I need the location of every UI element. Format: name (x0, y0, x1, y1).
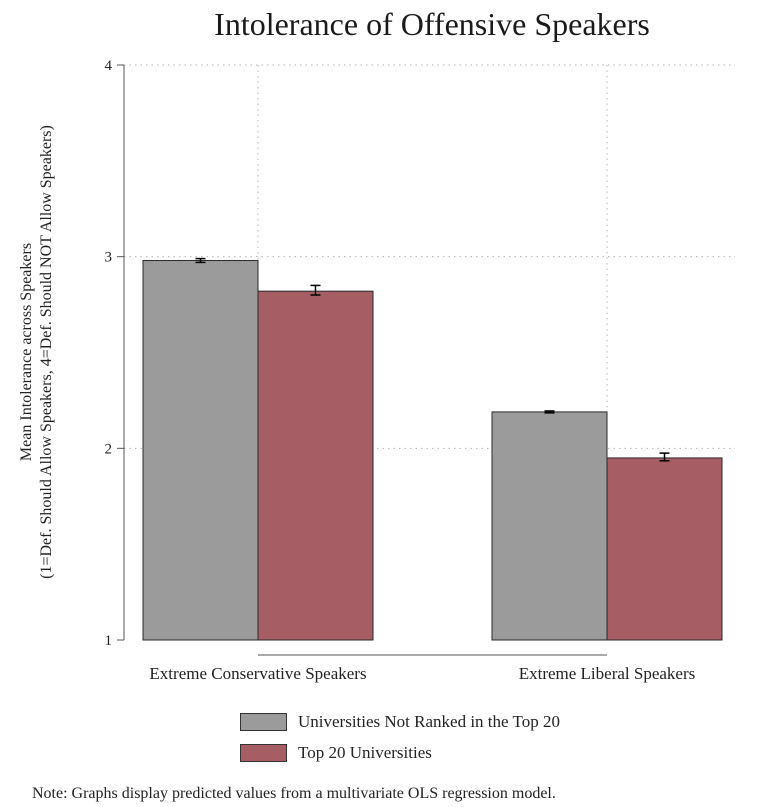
legend-item-top20: Top 20 Universities (240, 741, 560, 765)
y-axis-label-line1: Mean Intolerance across Speakers (18, 243, 35, 461)
y-tick-label-0: 1 (105, 633, 113, 649)
bar-s0-c1 (491, 411, 608, 641)
error-bars (195, 257, 670, 462)
y-ticks: 1 2 3 4 (105, 58, 124, 649)
bars (142, 260, 723, 641)
x-category-label-0: Extreme Conservative Speakers (149, 664, 366, 683)
bar-s1-c0 (257, 290, 374, 641)
bar-s0-c0 (142, 260, 259, 641)
legend-label-not-top20: Universities Not Ranked in the Top 20 (298, 712, 560, 731)
x-category-label-1: Extreme Liberal Speakers (519, 664, 696, 683)
legend: Universities Not Ranked in the Top 20 To… (240, 710, 560, 772)
legend-item-not-top20: Universities Not Ranked in the Top 20 (240, 710, 560, 734)
legend-swatch-not-top20 (240, 713, 287, 731)
legend-swatch-top20 (240, 744, 287, 762)
y-axis-label-line2: (1=Def. Should Allow Speakers, 4=Def. Sh… (38, 125, 55, 579)
legend-label-top20: Top 20 Universities (298, 743, 432, 762)
chart-title: Intolerance of Offensive Speakers (214, 6, 650, 42)
footnote: Note: Graphs display predicted values fr… (32, 785, 556, 802)
bar-s1-c1 (606, 457, 723, 641)
y-tick-label-1: 2 (105, 441, 113, 457)
y-tick-label-3: 4 (105, 58, 113, 74)
y-tick-label-2: 3 (105, 250, 113, 266)
